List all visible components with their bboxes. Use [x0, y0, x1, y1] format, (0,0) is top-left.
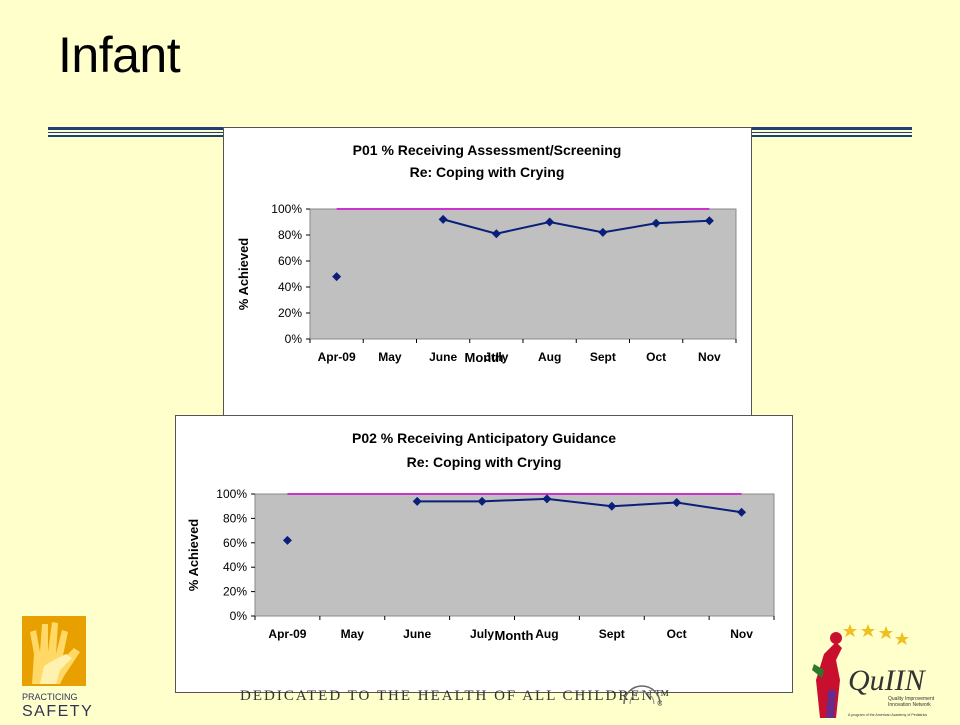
x-tick-label: Nov: [730, 627, 753, 641]
series-line: [417, 497, 742, 514]
y-tick-label: 80%: [278, 228, 302, 242]
chart-p02: P02 % Receiving Anticipatory Guidance Re:…: [175, 415, 793, 693]
x-axis-label: Month: [495, 628, 534, 643]
x-tick-label: Sept: [599, 627, 625, 641]
quiin-sub1: Quality Improvement: [888, 696, 935, 702]
quiin-sub3: A program of the American Academy of Ped…: [848, 713, 927, 717]
y-tick-label: 0%: [285, 332, 303, 346]
data-point: [651, 218, 661, 228]
x-tick-label: Oct: [646, 350, 666, 364]
y-tick-label: 0%: [230, 609, 248, 623]
y-axis-label: % Achieved: [186, 519, 201, 592]
footer-tagline: DEDICATED TO THE HEALTH OF ALL CHILDREN™: [240, 688, 672, 704]
practicing-safety-logo: PRACTICING SAFETY: [20, 614, 120, 720]
plot-area: [254, 493, 775, 617]
x-tick-label: Apr-09: [318, 350, 356, 364]
chart-title: P02 % Receiving Anticipatory Guidance: [352, 430, 616, 446]
data-point: [672, 498, 682, 508]
chart-p01-svg: P01 % Receiving Assessment/Screening Re: …: [236, 142, 737, 365]
data-point: [438, 214, 448, 224]
chart-subtitle: Re: Coping with Crying: [407, 454, 562, 470]
data-point: [282, 535, 292, 545]
data-point: [545, 217, 555, 227]
aap-seal-icon: [623, 685, 662, 706]
slide-title: Infant: [58, 27, 181, 83]
data-point: [598, 227, 608, 237]
y-axis-label: % Achieved: [236, 238, 251, 311]
y-tick-label: 60%: [278, 254, 302, 268]
data-point: [477, 496, 487, 506]
x-tick-label: May: [341, 627, 365, 641]
data-point: [412, 496, 422, 506]
x-tick-label: Aug: [538, 350, 561, 364]
x-tick-label: May: [378, 350, 402, 364]
x-tick-label: Sept: [590, 350, 616, 364]
data-point: [491, 229, 501, 239]
y-tick-label: 40%: [278, 280, 302, 294]
safety-text: SAFETY: [22, 703, 93, 720]
hands-logo-icon: PRACTICING SAFETY: [22, 616, 93, 720]
y-tick-label: 80%: [223, 511, 247, 525]
y-tick-label: 60%: [223, 536, 247, 550]
chart-p01: P01 % Receiving Assessment/Screening Re: …: [223, 127, 752, 427]
quiin-text: QuIIN: [848, 664, 927, 697]
x-tick-label: Aug: [535, 627, 558, 641]
y-tick-label: 100%: [216, 487, 247, 501]
series-line: [442, 218, 710, 235]
data-point: [607, 501, 617, 511]
y-tick-label: 100%: [271, 202, 302, 216]
quiin-logo: QuIIN Quality Improvement Innovation Net…: [806, 620, 956, 720]
x-tick-label: July: [484, 350, 508, 364]
quiin-sub2: Innovation Network: [888, 702, 931, 708]
x-tick-label: Nov: [698, 350, 721, 364]
data-point: [542, 494, 552, 504]
chart-subtitle: Re: Coping with Crying: [410, 164, 565, 180]
y-tick-label: 20%: [278, 306, 302, 320]
chart-p02-svg: P02 % Receiving Anticipatory Guidance Re:…: [186, 430, 775, 643]
data-point: [737, 507, 747, 517]
x-tick-label: June: [429, 350, 457, 364]
x-tick-label: July: [470, 627, 494, 641]
chart-title: P01 % Receiving Assessment/Screening: [353, 142, 622, 158]
x-tick-label: Apr-09: [268, 627, 306, 641]
practicing-text: PRACTICING: [22, 692, 78, 702]
x-tick-label: June: [403, 627, 431, 641]
y-tick-label: 40%: [223, 560, 247, 574]
quiin-figure-icon: QuIIN Quality Improvement Innovation Net…: [812, 624, 935, 718]
x-tick-label: Oct: [667, 627, 687, 641]
y-tick-label: 20%: [223, 585, 247, 599]
x-axis-label: Month: [465, 350, 504, 365]
data-point: [704, 216, 714, 226]
data-point: [332, 272, 342, 282]
